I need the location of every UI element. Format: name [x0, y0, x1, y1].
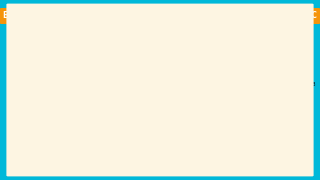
Text: O: O [266, 88, 274, 98]
Text: O: O [116, 43, 124, 53]
Text: O: O [247, 58, 255, 68]
Text: O: O [89, 87, 97, 97]
FancyBboxPatch shape [14, 5, 306, 25]
Text: CH: CH [65, 87, 79, 97]
Text: $\mathsf{CH_3}$: $\mathsf{CH_3}$ [300, 77, 316, 89]
FancyArrowPatch shape [72, 58, 112, 80]
Text: QUESTION ON CARBONYL COMPOUNDS: QUESTION ON CARBONYL COMPOUNDS [30, 8, 290, 21]
FancyBboxPatch shape [0, 8, 16, 24]
Text: $\mathsf{H_3C}$: $\mathsf{H_3C}$ [38, 53, 58, 67]
Text: $\mathsf{H_3C}$: $\mathsf{H_3C}$ [38, 85, 58, 99]
Text: 25°C: 25°C [177, 76, 199, 85]
Text: $\mathsf{CH_3}$: $\mathsf{CH_3}$ [224, 77, 240, 89]
Text: CH: CH [65, 55, 79, 65]
FancyArrowPatch shape [96, 78, 119, 96]
FancyBboxPatch shape [304, 8, 320, 24]
Text: $\mathsf{CH_3}$: $\mathsf{CH_3}$ [137, 61, 157, 75]
Text: Conc H₂SO₄: Conc H₂SO₄ [163, 51, 213, 60]
Text: $\mathsf{CH_3}$: $\mathsf{CH_3}$ [250, 31, 267, 43]
Text: EC: EC [307, 12, 317, 21]
Text: EC: EC [3, 12, 13, 21]
Text: O: O [67, 73, 75, 83]
Text: O: O [285, 58, 293, 68]
Text: HC: HC [113, 63, 127, 73]
Text: $\mathsf{CH_3}$: $\mathsf{CH_3}$ [274, 31, 291, 43]
Text: Paraldehyde: Paraldehyde [240, 98, 300, 108]
